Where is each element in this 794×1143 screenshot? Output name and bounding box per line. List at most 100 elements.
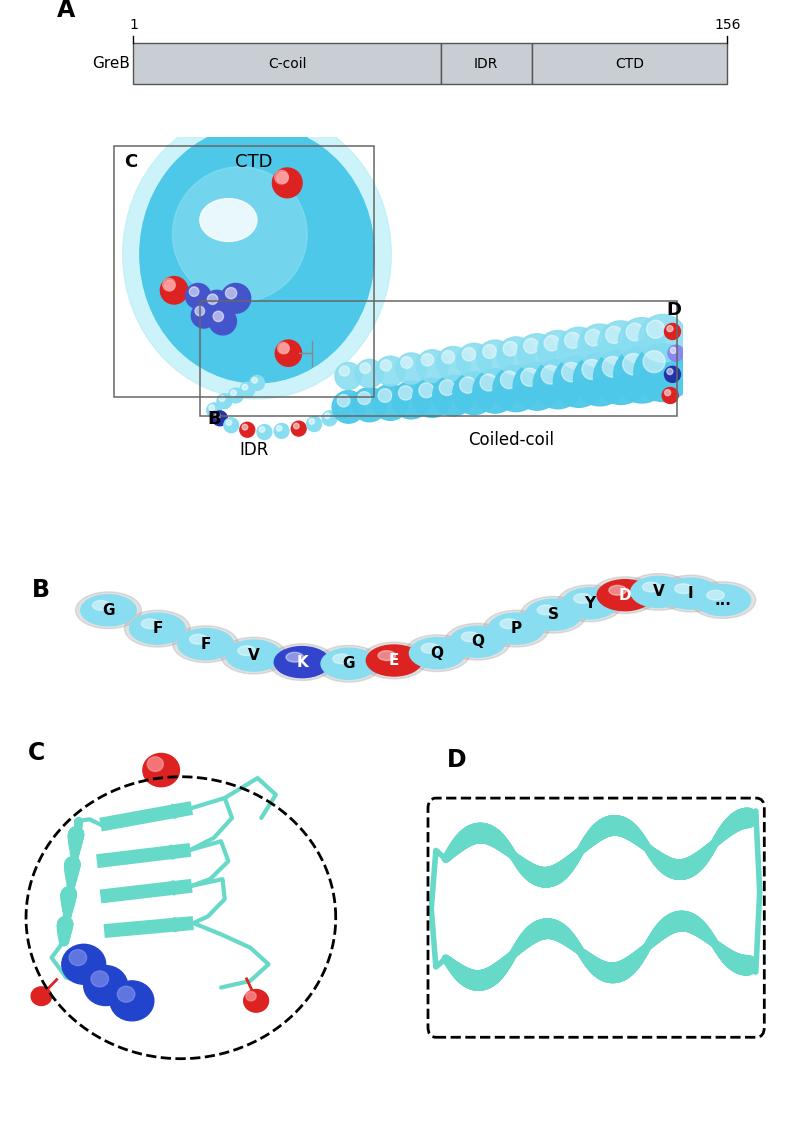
Circle shape xyxy=(599,321,643,366)
Text: Y: Y xyxy=(584,596,596,610)
Circle shape xyxy=(622,353,644,375)
Circle shape xyxy=(69,950,87,966)
Text: B: B xyxy=(32,577,50,601)
Circle shape xyxy=(643,351,665,373)
Text: V: V xyxy=(248,648,260,663)
Ellipse shape xyxy=(200,199,257,241)
Circle shape xyxy=(538,605,555,615)
Text: F: F xyxy=(152,621,163,637)
Circle shape xyxy=(619,318,665,363)
Circle shape xyxy=(190,634,207,645)
Text: Q: Q xyxy=(471,634,484,649)
Circle shape xyxy=(91,970,109,986)
Circle shape xyxy=(207,294,218,304)
Circle shape xyxy=(445,623,511,661)
Circle shape xyxy=(203,290,231,318)
Circle shape xyxy=(462,347,476,361)
Text: G: G xyxy=(102,602,114,617)
Text: C: C xyxy=(124,153,137,171)
Circle shape xyxy=(125,610,191,647)
Circle shape xyxy=(366,645,422,676)
Circle shape xyxy=(558,327,600,369)
Circle shape xyxy=(630,576,686,607)
Text: C: C xyxy=(29,742,45,766)
Circle shape xyxy=(213,410,227,425)
Circle shape xyxy=(626,323,644,341)
Circle shape xyxy=(81,594,137,626)
Circle shape xyxy=(565,333,580,349)
Circle shape xyxy=(332,391,364,423)
Circle shape xyxy=(221,283,251,313)
Ellipse shape xyxy=(140,126,374,383)
Circle shape xyxy=(376,357,405,386)
Circle shape xyxy=(416,350,449,382)
Circle shape xyxy=(322,410,337,425)
Circle shape xyxy=(206,403,222,417)
Circle shape xyxy=(244,990,268,1013)
Circle shape xyxy=(473,369,518,413)
Bar xyxy=(441,43,532,85)
Circle shape xyxy=(275,170,288,184)
Circle shape xyxy=(92,600,110,610)
Circle shape xyxy=(606,326,622,343)
Circle shape xyxy=(461,632,479,641)
Text: CTD: CTD xyxy=(615,57,644,71)
Circle shape xyxy=(626,574,692,610)
Text: V: V xyxy=(653,584,665,599)
Circle shape xyxy=(230,390,237,395)
Circle shape xyxy=(503,342,518,355)
Circle shape xyxy=(585,329,602,346)
Text: CTD: CTD xyxy=(235,153,273,171)
Circle shape xyxy=(675,584,692,593)
Text: IDR: IDR xyxy=(474,57,499,71)
Circle shape xyxy=(582,359,602,379)
Text: D: D xyxy=(667,301,682,319)
Circle shape xyxy=(488,613,544,645)
Circle shape xyxy=(497,337,535,375)
Circle shape xyxy=(272,168,303,198)
Circle shape xyxy=(31,986,52,1006)
Circle shape xyxy=(277,173,288,183)
Circle shape xyxy=(213,311,224,321)
Circle shape xyxy=(667,368,673,375)
Circle shape xyxy=(449,626,505,657)
Circle shape xyxy=(337,406,343,411)
Circle shape xyxy=(690,582,756,618)
Circle shape xyxy=(118,986,135,1002)
Circle shape xyxy=(75,592,141,629)
Text: Coiled-coil: Coiled-coil xyxy=(468,431,554,449)
Text: D: D xyxy=(447,748,467,772)
Circle shape xyxy=(476,341,514,377)
Circle shape xyxy=(670,347,676,353)
Text: E: E xyxy=(389,653,399,668)
Circle shape xyxy=(439,379,455,395)
Circle shape xyxy=(214,413,220,418)
Circle shape xyxy=(279,344,289,353)
Circle shape xyxy=(433,375,474,416)
Text: Q: Q xyxy=(430,646,444,661)
Circle shape xyxy=(662,387,678,403)
Circle shape xyxy=(240,382,255,397)
Circle shape xyxy=(578,325,622,368)
Text: B: B xyxy=(207,410,221,429)
Circle shape xyxy=(419,383,434,398)
Circle shape xyxy=(544,335,560,351)
Circle shape xyxy=(561,362,581,382)
Circle shape xyxy=(286,653,303,662)
Text: ...: ... xyxy=(715,592,731,608)
Circle shape xyxy=(360,362,371,374)
Circle shape xyxy=(333,654,350,664)
Circle shape xyxy=(392,382,430,418)
Text: IDR: IDR xyxy=(240,441,269,459)
Circle shape xyxy=(436,346,470,381)
Circle shape xyxy=(269,644,335,680)
Circle shape xyxy=(562,588,618,618)
Circle shape xyxy=(129,613,185,645)
Circle shape xyxy=(321,648,376,679)
Circle shape xyxy=(242,424,248,430)
Circle shape xyxy=(639,314,687,362)
Circle shape xyxy=(337,394,349,407)
Circle shape xyxy=(380,360,391,371)
Circle shape xyxy=(217,393,232,408)
Text: S: S xyxy=(548,607,559,622)
